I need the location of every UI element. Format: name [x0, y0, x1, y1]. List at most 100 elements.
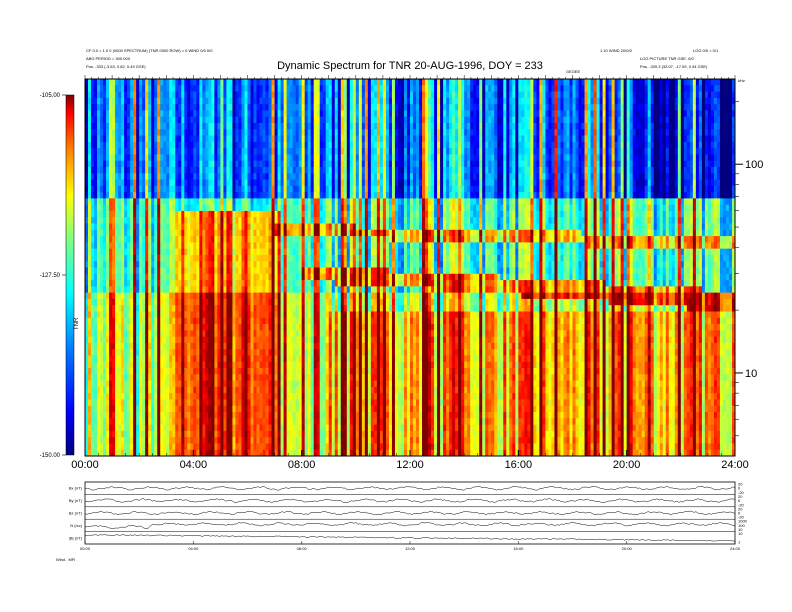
spectrum-cell — [283, 91, 288, 99]
spectrum-cell — [262, 380, 266, 388]
spectrum-cell — [238, 223, 242, 231]
spectrum-cell — [271, 374, 275, 381]
spectrum-cell — [241, 330, 245, 338]
spectrum-cell — [286, 393, 291, 400]
spectrum-cell — [253, 292, 257, 300]
spectrum-cell — [310, 179, 315, 187]
spectrum-cell — [313, 210, 318, 218]
spectrum-cell — [316, 418, 321, 425]
spectrum-cell — [169, 229, 173, 237]
spectrum-cell — [181, 449, 185, 456]
spectrum-cell — [217, 355, 221, 363]
spectrum-cell — [274, 110, 278, 118]
spectrum-cell — [157, 85, 161, 92]
spectrum-cell — [85, 160, 89, 168]
spectrum-cell — [271, 305, 275, 312]
spectrum-cell — [292, 204, 297, 212]
spectrum-cell — [169, 393, 173, 400]
spectrum-cell — [256, 192, 260, 199]
spectrum-cell — [160, 204, 164, 212]
spectrum-cell — [124, 236, 128, 243]
spectrum-cell — [154, 141, 158, 149]
spectrum-cell — [94, 286, 98, 294]
spectrum-cell — [226, 141, 230, 149]
spectrum-cell — [328, 443, 333, 451]
spectrum-cell — [238, 374, 242, 381]
spectrum-cell — [94, 185, 98, 193]
spectrum-cell — [313, 148, 318, 155]
spectrum-cell — [205, 79, 209, 86]
spectrum-cell — [265, 430, 269, 438]
spectrum-cell — [268, 242, 272, 250]
spectrum-cell — [163, 148, 167, 155]
spectrum-cell — [244, 198, 248, 206]
spectrum-cell — [88, 361, 92, 369]
spectrum-cell — [133, 248, 137, 256]
spectrum-cell — [235, 135, 239, 143]
spectrum-cell — [196, 236, 200, 243]
spectrum-cell — [256, 135, 260, 143]
spectrum-cell — [85, 355, 89, 363]
spectrum-cell — [304, 204, 309, 212]
spectrum-cell — [301, 380, 306, 388]
spectrum-cell — [319, 79, 324, 86]
spectrum-cell — [124, 267, 128, 275]
spectrum-cell — [127, 267, 131, 275]
spectrum-cell — [112, 135, 116, 143]
spectrum-cell — [247, 179, 251, 187]
spectrum-cell — [262, 342, 266, 350]
spectrum-cell — [262, 141, 266, 149]
spectrum-cell — [199, 141, 203, 149]
spectrum-cell — [88, 280, 92, 287]
spectrum-cell — [196, 267, 200, 275]
spectrum-cell — [292, 122, 297, 130]
spectrum-cell — [124, 248, 128, 256]
spectrum-cell — [241, 305, 245, 312]
spectrum-cell — [205, 424, 209, 432]
spectrum-cell — [229, 141, 233, 149]
spectrum-cell — [208, 223, 212, 231]
spectrum-cell — [178, 85, 182, 92]
spectrum-cell — [235, 198, 239, 206]
spectrum-cell — [106, 166, 110, 174]
spectrum-cell — [124, 166, 128, 174]
spectrum-cell — [265, 204, 269, 212]
spectrum-cell — [181, 97, 185, 105]
spectrum-cell — [274, 361, 278, 369]
spectrum-cell — [187, 97, 191, 105]
spectrum-cell — [112, 449, 116, 456]
spectrum-cell — [238, 342, 242, 350]
spectrum-cell — [187, 210, 191, 218]
spectrum-cell — [331, 336, 336, 344]
spectrum-cell — [205, 122, 209, 130]
spectrum-cell — [235, 311, 239, 319]
spectrum-cell — [298, 179, 303, 187]
spectrum-cell — [196, 217, 200, 224]
spectrum-cell — [331, 393, 336, 400]
spectrum-cell — [316, 386, 321, 394]
spectrum-cell — [187, 393, 191, 400]
spectrum-cell — [256, 317, 260, 325]
spectrum-cell — [223, 368, 227, 375]
spectrum-cell — [112, 355, 116, 363]
spectrum-cell — [136, 393, 140, 400]
spectrum-cell — [172, 148, 176, 155]
spectrum-cell — [169, 449, 173, 456]
spectrum-cell — [103, 336, 107, 344]
spectrum-cell — [304, 342, 309, 350]
spectrum-cell — [319, 104, 324, 111]
spectrum-cell — [139, 185, 143, 193]
spectrum-cell — [202, 116, 206, 124]
spectrum-cell — [124, 116, 128, 124]
spectrum-cell — [187, 254, 191, 262]
spectrum-cell — [319, 342, 324, 350]
spectrum-cell — [319, 298, 324, 306]
spectrum-cell — [265, 324, 269, 331]
spectrum-cell — [118, 286, 122, 294]
spectrum-cell — [325, 116, 330, 124]
spectrum-cell — [325, 104, 330, 111]
spectrum-cell — [262, 412, 266, 419]
spectrum-cell — [130, 273, 134, 281]
spectrum-cell — [268, 261, 272, 268]
spectrum-cell — [187, 286, 191, 294]
